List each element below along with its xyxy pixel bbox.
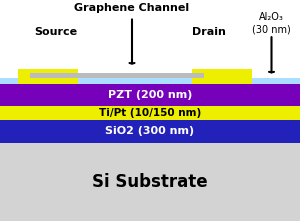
- Text: SiO2 (300 nm): SiO2 (300 nm): [105, 126, 195, 137]
- Bar: [0, 78, 300, 84]
- Bar: [30, 73, 204, 78]
- Bar: [0, 106, 300, 120]
- Bar: [0, 84, 300, 106]
- Bar: [0, 143, 300, 221]
- Text: Drain: Drain: [192, 27, 225, 37]
- Text: Graphene Channel: Graphene Channel: [74, 3, 190, 13]
- Text: Source: Source: [34, 27, 77, 37]
- Bar: [0, 120, 300, 143]
- Text: PZT (200 nm): PZT (200 nm): [108, 90, 192, 100]
- Bar: [18, 69, 78, 84]
- Text: Ti/Pt (10/150 nm): Ti/Pt (10/150 nm): [99, 108, 201, 118]
- Text: Si Substrate: Si Substrate: [92, 173, 208, 191]
- Bar: [192, 69, 252, 84]
- Text: Al₂O₃
(30 nm): Al₂O₃ (30 nm): [252, 12, 291, 34]
